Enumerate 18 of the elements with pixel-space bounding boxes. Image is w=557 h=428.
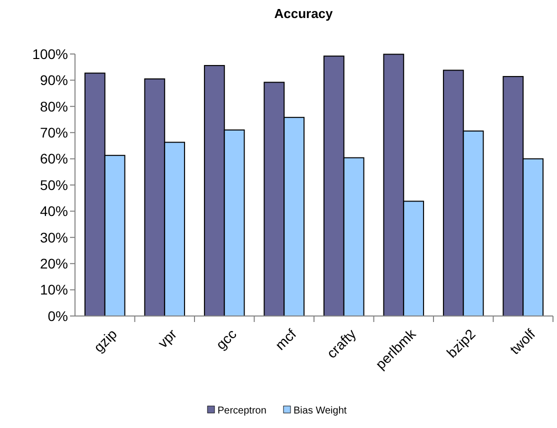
y-tick-label: 70% — [40, 124, 68, 140]
legend-label: Perceptron — [218, 406, 266, 416]
x-tick-label: vpr — [154, 326, 180, 351]
y-tick-label: 80% — [40, 98, 68, 114]
y-tick-label: 60% — [40, 150, 68, 167]
y-tick-label: 40% — [40, 203, 68, 220]
x-tick-label: mcf — [272, 326, 300, 354]
x-tick-label: gcc — [212, 326, 240, 352]
chart-title: Accuracy — [274, 6, 334, 21]
y-tick-label: 100% — [32, 46, 68, 62]
y-tick-label: 0% — [48, 308, 68, 324]
legend-label: Bias Weight — [294, 406, 347, 416]
y-tick-label: 20% — [40, 256, 68, 272]
x-tick-label: gzip — [90, 326, 120, 356]
y-tick-label: 90% — [40, 72, 68, 88]
y-tick-label: 10% — [40, 282, 68, 298]
y-tick-label: 30% — [40, 229, 68, 246]
y-tick-label: 50% — [40, 176, 68, 193]
